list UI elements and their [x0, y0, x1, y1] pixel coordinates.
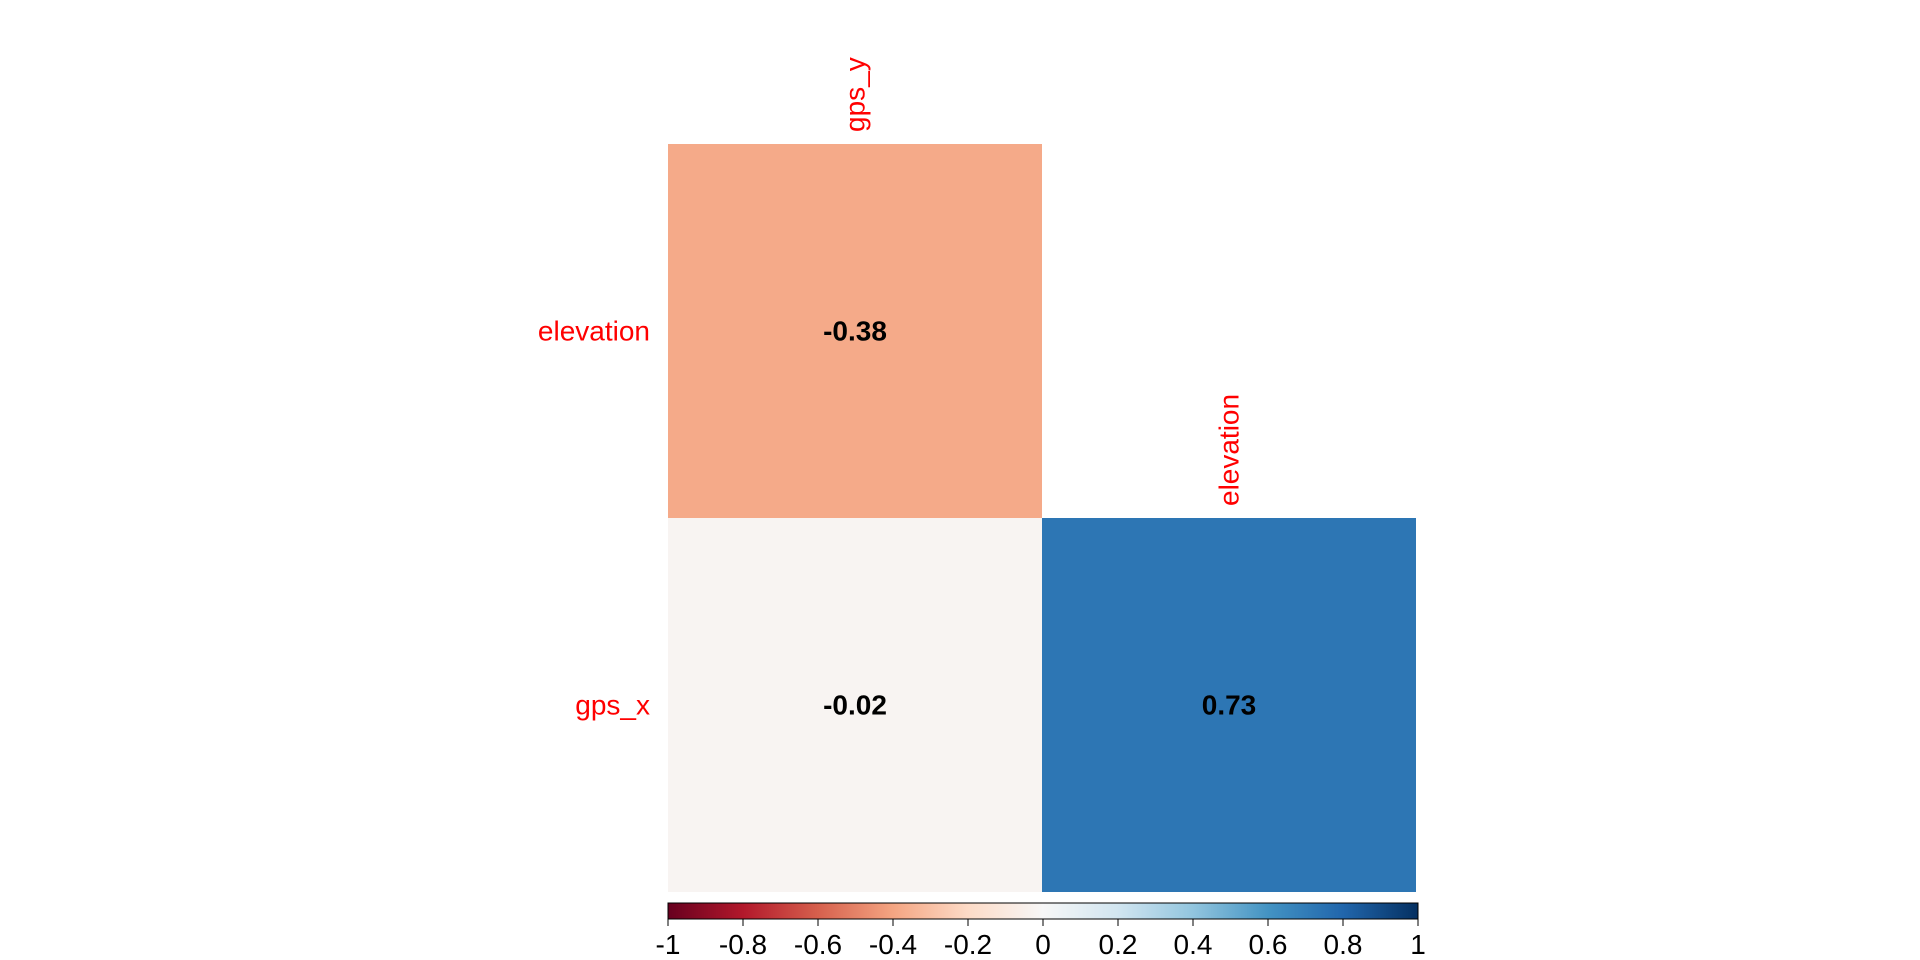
colorbar-tick-label: 0.8: [1324, 929, 1363, 960]
colorbar-tick-label: -0.2: [944, 929, 992, 960]
colorbar-tick-label: 1: [1410, 929, 1426, 960]
column-labels: gps_y elevation: [840, 57, 1245, 506]
heatmap-cell-value: -0.38: [823, 316, 887, 347]
heatmap-cell-rect: [1042, 518, 1416, 892]
heatmap-cell: 0.73: [1042, 518, 1416, 892]
heatmap-cell-value: 0.73: [1202, 690, 1257, 721]
colorbar: -1 -0.8 -0.6 -0.4 -0.2 0 0.2 0.4 0.6 0.8 1: [656, 902, 1426, 960]
row-label: gps_x: [575, 690, 650, 721]
colorbar-tick-label: 0.6: [1249, 929, 1288, 960]
row-label: elevation: [538, 316, 650, 347]
colorbar-tick-label: 0.2: [1099, 929, 1138, 960]
colorbar-tick-label: 0.4: [1174, 929, 1213, 960]
heatmap-cell-value: -0.02: [823, 690, 887, 721]
colorbar-tick-label: -0.6: [794, 929, 842, 960]
colorbar-tick-label: -0.4: [869, 929, 917, 960]
column-label: elevation: [1214, 394, 1245, 506]
colorbar-tick-label: -0.8: [719, 929, 767, 960]
heatmap-cell-rect: [668, 144, 1042, 518]
heatmap-cells: -0.38 -0.02 0.73: [668, 144, 1416, 892]
colorbar-tick-label: 0: [1035, 929, 1051, 960]
colorbar-tick-label: -1: [656, 929, 681, 960]
heatmap-cell: -0.38: [668, 144, 1042, 518]
heatmap-cell: -0.02: [668, 518, 1042, 892]
column-label: gps_y: [840, 57, 871, 132]
heatmap-cell-rect: [668, 518, 1042, 892]
colorbar-gradient: [667, 902, 1419, 920]
row-labels: elevation gps_x: [538, 316, 650, 721]
